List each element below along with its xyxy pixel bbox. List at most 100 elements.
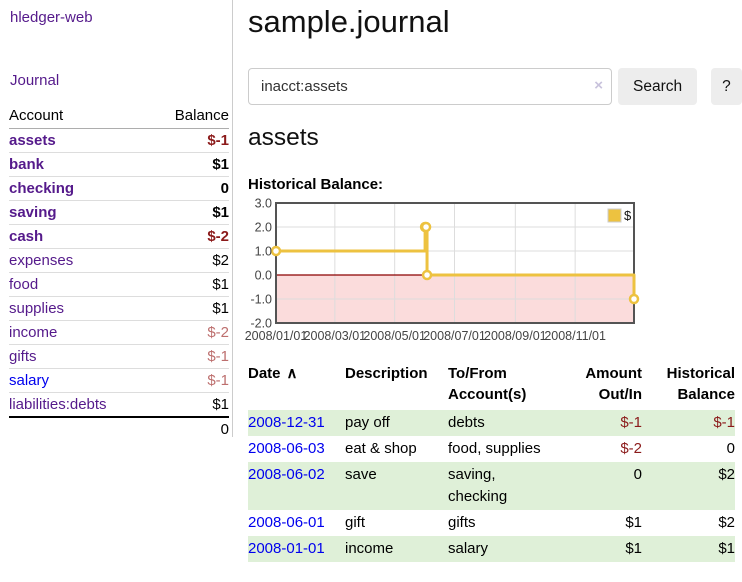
transaction-date-link[interactable]: 2008-06-03 <box>248 440 325 457</box>
historical-balance-chart: $3.0 2.0 1.0 0.0 -1.0 -2.0 2008/01/01 2008/03/0… <box>245 197 742 346</box>
sidebar: hledger-web Journal Account Balance asse… <box>0 0 233 441</box>
account-link[interactable]: income <box>9 324 58 341</box>
transaction-row: 2008-06-03 eat & shop food, supplies $-2 0 <box>248 436 735 462</box>
account-link[interactable]: expenses <box>9 252 74 269</box>
transaction-description: income <box>345 540 394 557</box>
account-heading: assets <box>248 124 319 151</box>
register-table: Date ∧ Description To/From Account(s) Amou… <box>248 360 735 562</box>
account-row: expenses $2 <box>9 248 229 273</box>
register-header-balance: Historical Balance <box>666 365 735 403</box>
clear-search-icon[interactable]: × <box>594 77 603 94</box>
account-link[interactable]: food <box>9 276 39 293</box>
transaction-amount: $1 <box>625 514 642 531</box>
account-row: cash $-2 <box>9 224 229 249</box>
accounts-total-balance: 0 <box>119 416 229 441</box>
y-axis-tick-label: 2.0 <box>255 221 272 235</box>
x-axis-tick-label: 2008/01/01 <box>245 329 308 343</box>
y-axis-tick-label: 3.0 <box>255 197 272 211</box>
transaction-balance: $-1 <box>713 414 735 431</box>
transaction-accounts: salary <box>448 540 489 557</box>
transaction-description: eat & shop <box>345 440 417 457</box>
y-axis-tick-label: 1.0 <box>255 245 272 259</box>
transaction-row: 2008-01-01 income salary $1 $1 <box>248 536 735 562</box>
sort-ascending-icon[interactable]: ∧ <box>286 365 298 382</box>
register-header-amount: Amount Out/In <box>585 365 642 403</box>
y-axis-tick-label: -1.0 <box>250 293 272 307</box>
transaction-accounts: debts <box>448 414 485 431</box>
account-balance: $1 <box>119 392 229 418</box>
transaction-accounts: gifts <box>448 514 476 531</box>
transaction-row: 2008-06-02 save saving, checking 0 $2 <box>248 462 735 510</box>
accounts-total-row: 0 <box>9 416 229 441</box>
y-axis-tick-label: -2.0 <box>250 317 272 331</box>
transaction-date-link[interactable]: 2008-01-01 <box>248 540 325 557</box>
data-point-marker <box>421 269 433 281</box>
transaction-amount: 0 <box>633 466 642 483</box>
search-box: × <box>248 68 612 105</box>
transaction-amount: $-1 <box>620 414 642 431</box>
transaction-description: pay off <box>345 414 390 431</box>
account-link[interactable]: supplies <box>9 300 65 317</box>
nav-journal-link[interactable]: Journal <box>10 72 60 89</box>
transaction-balance: $1 <box>718 540 735 557</box>
data-point-marker <box>420 221 432 233</box>
transaction-date-link[interactable]: 2008-06-01 <box>248 514 325 531</box>
data-point-marker <box>628 293 640 305</box>
account-balance: $1 <box>119 200 229 225</box>
accounts-header-row: Account Balance <box>9 104 229 129</box>
account-balance: $1 <box>119 296 229 321</box>
account-balance: 0 <box>119 176 229 201</box>
search-button[interactable]: Search <box>618 68 698 105</box>
transaction-amount: $1 <box>625 540 642 557</box>
account-balance: $2 <box>119 248 229 273</box>
account-balance: $-2 <box>119 320 229 345</box>
account-link[interactable]: assets <box>9 132 56 149</box>
brand-link[interactable]: hledger-web <box>10 9 93 26</box>
account-link[interactable]: salary <box>9 372 50 389</box>
account-balance: $1 <box>119 152 229 177</box>
account-row: checking 0 <box>9 176 229 201</box>
data-point-marker <box>270 245 282 257</box>
transaction-balance: $2 <box>718 514 735 531</box>
search-form: × Search ? <box>248 68 742 105</box>
account-row: food $1 <box>9 272 229 297</box>
register-header-date[interactable]: Date ∧ <box>248 365 298 382</box>
account-balance: $-2 <box>119 224 229 249</box>
y-axis-tick-label: 0.0 <box>255 269 272 283</box>
legend-swatch <box>607 208 622 223</box>
account-link[interactable]: saving <box>9 204 57 221</box>
account-link[interactable]: cash <box>9 228 44 245</box>
account-balance: $-1 <box>119 128 229 153</box>
search-input[interactable] <box>248 68 612 105</box>
account-row: bank $1 <box>9 152 229 177</box>
account-row: assets $-1 <box>9 128 229 153</box>
account-row: gifts $-1 <box>9 344 229 369</box>
account-row: income $-2 <box>9 320 229 345</box>
account-link[interactable]: liabilities:debts <box>9 396 107 413</box>
transaction-date-link[interactable]: 2008-12-31 <box>248 414 325 431</box>
account-balance: $-1 <box>119 344 229 369</box>
account-balance: $1 <box>119 272 229 297</box>
account-link[interactable]: bank <box>9 156 45 173</box>
account-row: saving $1 <box>9 200 229 225</box>
account-row: salary $-1 <box>9 368 229 393</box>
transaction-description: gift <box>345 514 366 531</box>
x-axis-tick-label: 2008/03/01 <box>304 329 367 343</box>
plot-border <box>275 202 635 324</box>
account-link[interactable]: checking <box>9 180 75 197</box>
transaction-accounts: saving, checking <box>448 466 508 505</box>
transaction-balance: $2 <box>718 466 735 483</box>
help-button[interactable]: ? <box>711 68 742 105</box>
transaction-row: 2008-12-31 pay off debts $-1 $-1 <box>248 410 735 436</box>
accounts-header-balance: Balance <box>119 104 229 129</box>
account-link[interactable]: gifts <box>9 348 37 365</box>
transaction-description: save <box>345 466 377 483</box>
register-header-accounts: To/From Account(s) <box>448 365 527 403</box>
transaction-accounts: food, supplies <box>448 440 541 457</box>
account-row: liabilities:debts $1 <box>9 392 229 418</box>
transaction-date-link[interactable]: 2008-06-02 <box>248 466 325 483</box>
page-title: sample.journal <box>248 4 450 39</box>
accounts-header-account: Account <box>9 104 119 129</box>
transaction-balance: 0 <box>726 440 735 457</box>
